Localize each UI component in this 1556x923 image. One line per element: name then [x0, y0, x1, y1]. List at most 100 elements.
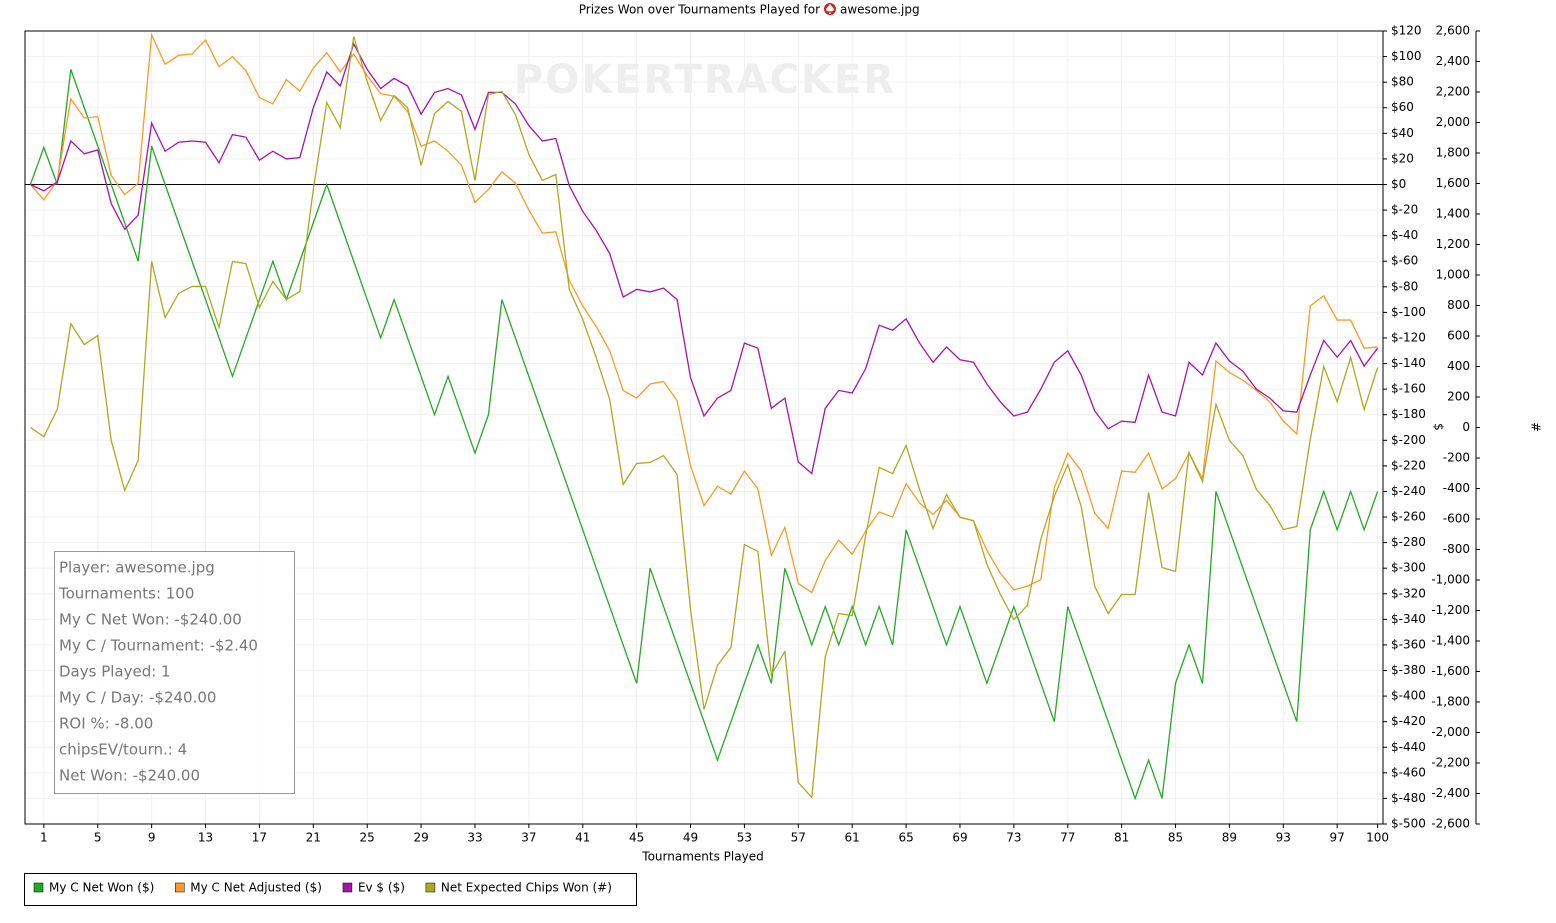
y-tick-label: $-40: [1391, 228, 1418, 242]
legend-label: Net Expected Chips Won (#): [441, 881, 612, 895]
y2-tick-label: -1,200: [1431, 603, 1470, 617]
x-tick-label: 85: [1168, 831, 1183, 845]
info-line: Tournaments: 100: [58, 585, 194, 603]
info-line: Net Won: -$240.00: [59, 767, 200, 785]
y-tick-label: $-380: [1391, 663, 1426, 677]
y-tick-label: $0: [1391, 177, 1406, 191]
y-tick-label: $-400: [1391, 689, 1426, 703]
x-tick-label: 49: [683, 831, 698, 845]
x-tick-label: 25: [360, 831, 375, 845]
y2-tick-label: 2,400: [1436, 54, 1470, 68]
legend-label: My C Net Won ($): [49, 881, 154, 895]
lines: [25, 32, 1383, 801]
series-line: [30, 42, 1379, 475]
y-tick-label: $20: [1391, 151, 1414, 165]
y2-tick-label: -2,200: [1431, 756, 1470, 770]
y2-tick-label: 200: [1447, 390, 1470, 404]
y-tick-label: $-320: [1391, 586, 1426, 600]
y2-tick-label: 0: [1462, 420, 1470, 434]
y-tick-label: $120: [1391, 24, 1422, 38]
y2-tick-label: 800: [1447, 298, 1470, 312]
y-tick-label: $-80: [1391, 279, 1418, 293]
y2-tick-label: 1,600: [1436, 176, 1470, 190]
y2-tick-label: -800: [1443, 542, 1470, 556]
x-tick-label: 53: [737, 831, 752, 845]
y-axis-label: $: [1432, 423, 1446, 431]
x-tick-label: 81: [1114, 831, 1129, 845]
y-tick-label: $80: [1391, 75, 1414, 89]
info-line: ROI %: -8.00: [59, 715, 153, 733]
y-tick-label: $-440: [1391, 740, 1426, 754]
y-tick-label: $-460: [1391, 765, 1426, 779]
legend-swatch: [175, 882, 185, 893]
chart-player: awesome.jpg: [840, 3, 920, 17]
series-line: [30, 36, 1379, 799]
y-tick-label: $-20: [1391, 203, 1418, 217]
y2-tick-label: 400: [1447, 359, 1470, 373]
legend-swatch: [425, 882, 436, 893]
x-tick-label: 41: [575, 831, 590, 845]
y-tick-label: $100: [1391, 49, 1422, 63]
y2-tick-label: -200: [1443, 451, 1470, 465]
y-tick-label: $-240: [1391, 484, 1426, 498]
y2-tick-label: -1,600: [1431, 664, 1470, 678]
x-tick-label: 1: [40, 831, 48, 845]
legend-swatch: [342, 882, 353, 893]
x-tick-label: 100: [1366, 831, 1389, 845]
x-tick-label: 97: [1330, 831, 1345, 845]
y2-tick-label: -400: [1443, 481, 1470, 495]
y2-tick-label: -2,600: [1431, 817, 1470, 831]
x-tick-label: 45: [629, 831, 644, 845]
series-line: [29, 69, 1379, 801]
y2-tick-label: -1,800: [1431, 695, 1470, 709]
x-tick-label: 13: [198, 831, 213, 845]
y2-tick-label: -2,000: [1431, 725, 1470, 739]
y-tick-label: $-480: [1391, 791, 1426, 805]
x-tick-label: 21: [306, 831, 321, 845]
chart-title: Prizes Won over Tournaments Played for: [579, 3, 820, 17]
y2-tick-label: 2,200: [1436, 85, 1470, 99]
legend-swatch: [33, 882, 44, 893]
title-icon: [824, 3, 836, 15]
y-tick-label: $60: [1391, 100, 1414, 114]
x-tick-label: 57: [791, 831, 806, 845]
x-tick-label: 33: [467, 831, 482, 845]
plot-frame: [24, 30, 1384, 825]
watermark: POKERTRACKER: [514, 57, 896, 103]
y2-tick-label: 1,800: [1436, 146, 1470, 160]
info-line: My C Net Won: -$240.00: [59, 611, 242, 629]
x-tick-label: 69: [952, 831, 967, 845]
y-tick-label: $-160: [1391, 382, 1426, 396]
info-line: My C / Tournament: -$2.40: [59, 637, 258, 655]
y2-tick-label: -600: [1443, 512, 1470, 526]
y2-tick-label: 1,000: [1436, 268, 1470, 282]
y2-tick-label: -2,400: [1431, 786, 1470, 800]
y2-tick-label: 600: [1447, 329, 1470, 343]
y2-tick-label: -1,400: [1431, 634, 1470, 648]
info-frame: [54, 551, 295, 794]
y-tick-label: $-500: [1391, 817, 1426, 831]
x-tick-label: 61: [845, 831, 860, 845]
y-tick-label: $-260: [1391, 510, 1426, 524]
y-tick-label: $-120: [1391, 330, 1426, 344]
info-line: My C / Day: -$240.00: [59, 689, 216, 707]
y2-tick-label: -1,000: [1431, 573, 1470, 587]
y-tick-label: $-100: [1391, 305, 1426, 319]
y-tick-label: $-340: [1391, 612, 1426, 626]
y-tick-label: $-360: [1391, 637, 1426, 651]
y-tick-label: $40: [1391, 126, 1414, 140]
x-tick-label: 65: [898, 831, 913, 845]
y2-tick-label: 1,400: [1436, 207, 1470, 221]
x-tick-label: 5: [94, 831, 102, 845]
y2-axis-label: #: [1529, 422, 1543, 432]
legend-label: Ev $ ($): [358, 881, 405, 895]
info-line: chipsEV/tourn.: 4: [59, 741, 187, 759]
y-tick-label: $-420: [1391, 714, 1426, 728]
y2-tick-label: 2,600: [1436, 24, 1470, 38]
info-box: Player: awesome.jpg Tournaments: 100 My C …: [54, 551, 295, 794]
y-tick-label: $-60: [1391, 254, 1418, 268]
y-tick-label: $-300: [1391, 561, 1426, 575]
legend-frame: [24, 873, 637, 906]
